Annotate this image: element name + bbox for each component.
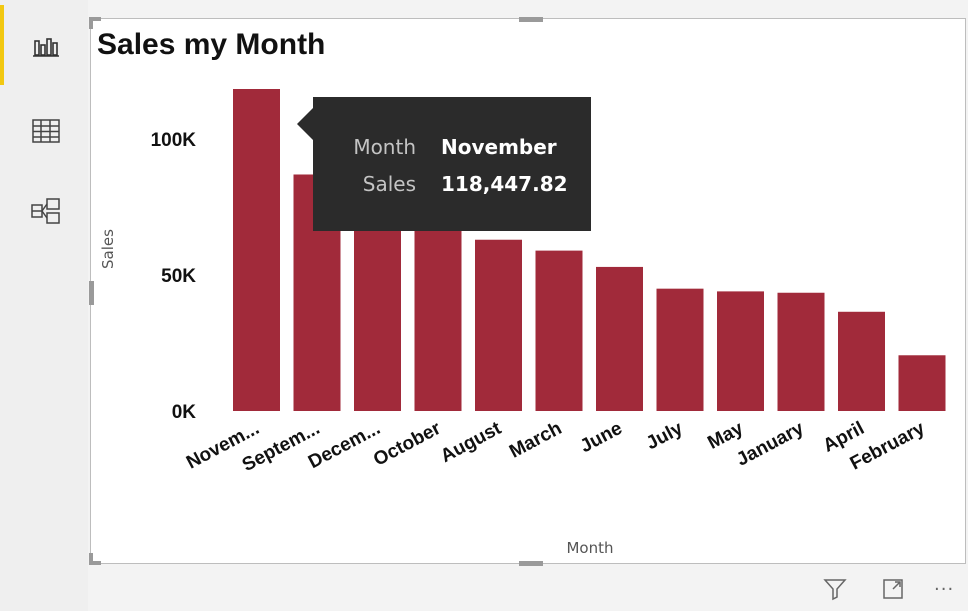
bar-january[interactable] [777,292,825,411]
view-rail [0,0,88,611]
bar-march[interactable] [535,250,583,411]
resize-handle[interactable] [89,17,101,21]
data-tooltip: Month November Sales 118,447.82 [313,97,591,231]
resize-handle[interactable] [89,553,93,565]
more-options-icon[interactable]: ··· [934,579,955,600]
x-axis-title: Month [566,539,613,557]
bar-february[interactable] [898,355,946,411]
resize-handle[interactable] [519,561,543,566]
x-tick-label: October [370,418,445,471]
x-tick-label: July [643,418,687,455]
resize-handle[interactable] [89,281,94,305]
bar-april[interactable] [838,311,885,411]
bar-august[interactable] [475,239,522,411]
tooltip-value-month: November [441,135,557,159]
tooltip-value-sales: 118,447.82 [441,172,568,196]
tooltip-pointer [297,108,313,140]
bar-july[interactable] [656,288,704,411]
tooltip-key-sales: Sales [362,172,416,196]
bar-may[interactable] [717,291,764,411]
focus-mode-icon[interactable] [880,576,906,607]
resize-handle[interactable] [89,17,93,29]
bar-novem[interactable] [233,89,280,411]
y-axis-title: Sales [99,229,117,269]
bar-chart-icon[interactable] [28,27,64,63]
resize-handle[interactable] [519,17,543,22]
active-view-indicator [0,5,4,85]
resize-handle[interactable] [89,561,101,565]
y-tick-label: 0K [172,402,197,423]
filter-icon[interactable] [822,576,848,607]
tooltip-key-month: Month [353,135,416,159]
table-grid-icon[interactable] [28,113,64,149]
chart-title: Sales my Month [97,28,325,61]
bar-june[interactable] [596,266,643,411]
y-tick-label: 50K [161,266,196,287]
x-tick-label: August [437,418,505,468]
x-tick-label: June [577,418,626,457]
x-tick-label: March [506,418,565,463]
y-tick-label: 100K [151,130,197,151]
x-tick-label: January [733,418,808,471]
model-diagram-icon[interactable] [28,195,64,231]
